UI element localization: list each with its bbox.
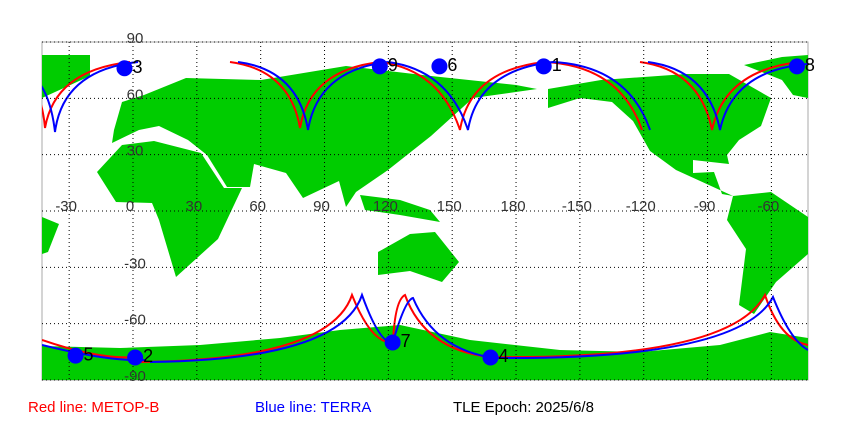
- satellite-label: 1: [552, 55, 562, 75]
- lon-tick-label: 30: [185, 198, 202, 215]
- satellite-marker: [371, 58, 388, 75]
- lat-tick-label: 30: [127, 143, 144, 160]
- satellite-marker: [431, 58, 448, 75]
- lat-tick-label: -60: [124, 312, 146, 329]
- lon-tick-label: 120: [373, 198, 398, 215]
- lon-tick-label: 0: [126, 198, 134, 215]
- lon-tick-label: -90: [694, 198, 716, 215]
- satellite-label: 2: [143, 346, 153, 366]
- lon-tick-label: -30: [55, 198, 77, 215]
- satellite-label: 7: [401, 331, 411, 351]
- lon-tick-label: 180: [501, 198, 526, 215]
- satellite-marker: [482, 349, 499, 366]
- satellite-marker: [535, 58, 552, 75]
- satellite-label: 8: [805, 55, 815, 75]
- satellite-label: 4: [499, 346, 509, 366]
- lon-tick-label: 90: [313, 198, 330, 215]
- lon-tick-label: -60: [758, 198, 780, 215]
- satellite-label: 3: [132, 57, 142, 77]
- lat-tick-label: -90: [124, 368, 146, 385]
- lat-tick-label: -30: [124, 255, 146, 272]
- legend-red: Red line: METOP-B: [28, 399, 159, 416]
- satellite-label: 6: [447, 55, 457, 75]
- satellite-label: 9: [388, 55, 398, 75]
- lon-tick-label: 60: [249, 198, 266, 215]
- satellite-marker: [116, 60, 133, 77]
- satellite-marker: [127, 349, 144, 366]
- lon-tick-label: -120: [626, 198, 656, 215]
- lat-tick-label: 90: [127, 30, 144, 47]
- legend-blue: Blue line: TERRA: [255, 399, 371, 416]
- tle-epoch: TLE Epoch: 2025/6/8: [453, 399, 594, 416]
- lon-tick-label: 150: [437, 198, 462, 215]
- lon-tick-label: -150: [562, 198, 592, 215]
- satellite-marker: [384, 334, 401, 351]
- satellite-label: 5: [84, 344, 94, 364]
- satellite-marker: [788, 58, 805, 75]
- satellite-marker: [67, 347, 84, 364]
- lat-tick-label: 60: [127, 86, 144, 103]
